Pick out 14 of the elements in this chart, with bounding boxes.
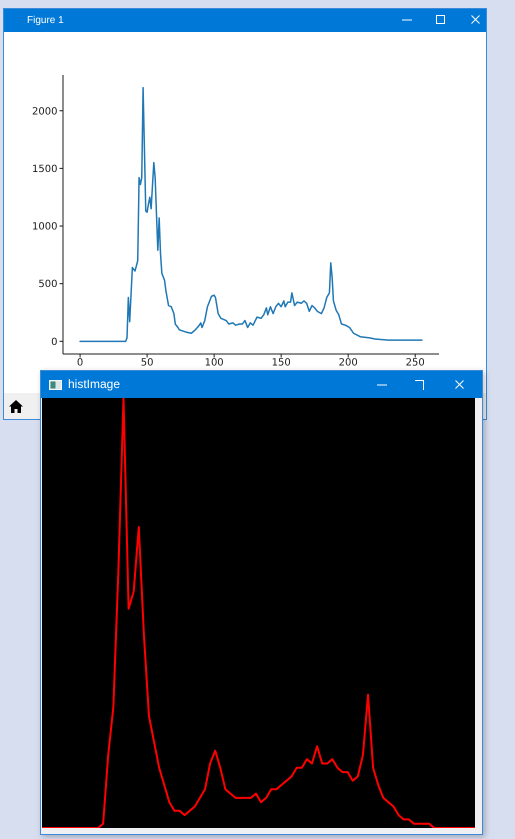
y-tick-label: 500 xyxy=(38,279,58,290)
x-tick-label: 100 xyxy=(204,358,224,369)
chart-title: Figure 1 xyxy=(27,14,64,28)
y-tick-label: 2000 xyxy=(32,106,58,118)
y-tick-label: 1000 xyxy=(32,222,58,233)
x-tick-label: 150 xyxy=(272,358,291,369)
y-tick-label: 1500 xyxy=(32,164,58,175)
x-tick-label: 200 xyxy=(338,358,358,369)
x-tick-label: 250 xyxy=(406,358,425,369)
y-tick-label: 0 xyxy=(51,336,58,348)
x-tick-label: 50 xyxy=(140,358,154,369)
chart-title: histImage xyxy=(68,376,120,393)
x-tick-label: 0 xyxy=(76,358,84,369)
line-series xyxy=(79,86,423,342)
